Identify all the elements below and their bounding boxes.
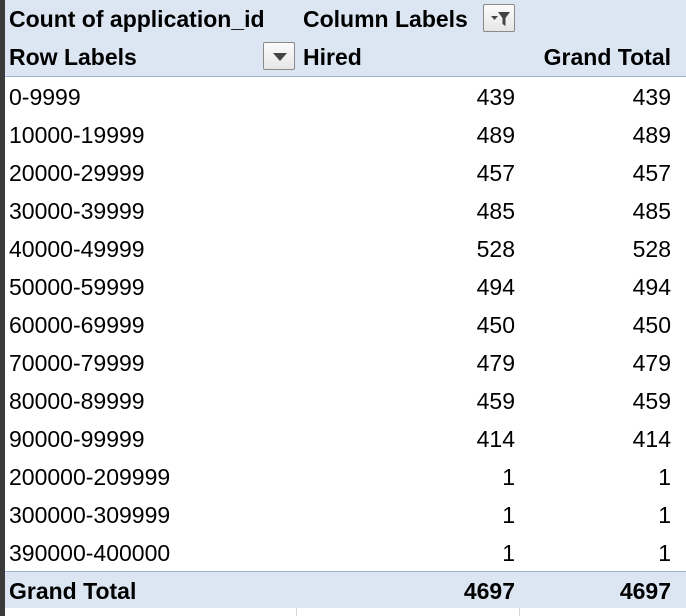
grand-total-value[interactable]: 1	[658, 464, 671, 490]
total-separator	[5, 571, 686, 572]
row-label[interactable]: 0-9999	[9, 84, 81, 110]
header-separator	[5, 76, 686, 77]
hired-value[interactable]: 479	[476, 350, 515, 376]
table-row: 390000-400000 1 1	[5, 534, 686, 572]
next-row-strip	[5, 608, 686, 616]
table-row: 60000-69999 450 450	[5, 306, 686, 344]
grand-total-value[interactable]: 439	[632, 84, 671, 110]
hired-value[interactable]: 1	[502, 464, 515, 490]
filter-dropdown-icon	[491, 12, 510, 26]
hired-value[interactable]: 439	[476, 84, 515, 110]
hired-value[interactable]: 1	[502, 540, 515, 566]
table-row: 0-9999 439 439	[5, 78, 686, 116]
row-label[interactable]: 10000-19999	[9, 122, 145, 148]
table-row: 10000-19999 489 489	[5, 116, 686, 154]
hired-value[interactable]: 489	[476, 122, 515, 148]
grand-total-value[interactable]: 414	[632, 426, 671, 452]
hired-value[interactable]: 528	[476, 236, 515, 262]
row-label[interactable]: 200000-209999	[9, 464, 171, 490]
table-row: 30000-39999 485 485	[5, 192, 686, 230]
hired-value[interactable]: 1	[502, 502, 515, 528]
pivot-header-row-2: Row Labels Hired Grand Total	[5, 38, 686, 76]
table-row: 70000-79999 479 479	[5, 344, 686, 382]
row-label[interactable]: 40000-49999	[9, 236, 145, 262]
row-label[interactable]: 30000-39999	[9, 198, 145, 224]
grand-total-value[interactable]: 450	[632, 312, 671, 338]
grand-total-row: Grand Total 4697 4697	[5, 572, 686, 608]
hired-value[interactable]: 450	[476, 312, 515, 338]
row-label[interactable]: 390000-400000	[9, 540, 171, 566]
table-row: 20000-29999 457 457	[5, 154, 686, 192]
grand-total-value[interactable]: 1	[658, 540, 671, 566]
column-header-grand-total[interactable]: Grand Total	[543, 44, 671, 70]
row-label[interactable]: 70000-79999	[9, 350, 145, 376]
row-label[interactable]: 90000-99999	[9, 426, 145, 452]
hired-value[interactable]: 457	[476, 160, 515, 186]
pivot-header-row-1: Count of application_id Column Labels	[5, 0, 686, 38]
grand-total-hired-value[interactable]: 4697	[463, 578, 515, 604]
row-label[interactable]: 300000-309999	[9, 502, 171, 528]
row-labels-header[interactable]: Row Labels	[9, 44, 137, 70]
value-field-label[interactable]: Count of application_id	[9, 6, 265, 32]
grand-total-value[interactable]: 459	[632, 388, 671, 414]
grid-line	[519, 608, 520, 616]
hired-value[interactable]: 459	[476, 388, 515, 414]
grand-total-label[interactable]: Grand Total	[9, 578, 137, 604]
row-label[interactable]: 50000-59999	[9, 274, 145, 300]
grand-total-value[interactable]: 528	[632, 236, 671, 262]
grid-line	[296, 608, 297, 616]
hired-value[interactable]: 494	[476, 274, 515, 300]
pivot-table: Count of application_id Column Labels Ro…	[5, 0, 686, 616]
grand-total-value[interactable]: 457	[632, 160, 671, 186]
grand-total-value[interactable]: 479	[632, 350, 671, 376]
table-row: 50000-59999 494 494	[5, 268, 686, 306]
table-row: 300000-309999 1 1	[5, 496, 686, 534]
grand-total-overall-value[interactable]: 4697	[619, 578, 671, 604]
window-left-edge	[0, 0, 5, 616]
grand-total-value[interactable]: 1	[658, 502, 671, 528]
row-labels-filter-button[interactable]	[263, 42, 295, 70]
row-label[interactable]: 20000-29999	[9, 160, 145, 186]
table-row: 40000-49999 528 528	[5, 230, 686, 268]
column-labels-header[interactable]: Column Labels	[303, 6, 468, 32]
grand-total-value[interactable]: 489	[632, 122, 671, 148]
hired-value[interactable]: 485	[476, 198, 515, 224]
grand-total-value[interactable]: 494	[632, 274, 671, 300]
dropdown-arrow-icon	[273, 53, 287, 61]
column-labels-filter-button[interactable]	[483, 4, 515, 32]
table-row: 90000-99999 414 414	[5, 420, 686, 458]
table-row: 80000-89999 459 459	[5, 382, 686, 420]
row-label[interactable]: 60000-69999	[9, 312, 145, 338]
column-header-hired[interactable]: Hired	[303, 44, 362, 70]
table-row: 200000-209999 1 1	[5, 458, 686, 496]
hired-value[interactable]: 414	[476, 426, 515, 452]
row-label[interactable]: 80000-89999	[9, 388, 145, 414]
grand-total-value[interactable]: 485	[632, 198, 671, 224]
